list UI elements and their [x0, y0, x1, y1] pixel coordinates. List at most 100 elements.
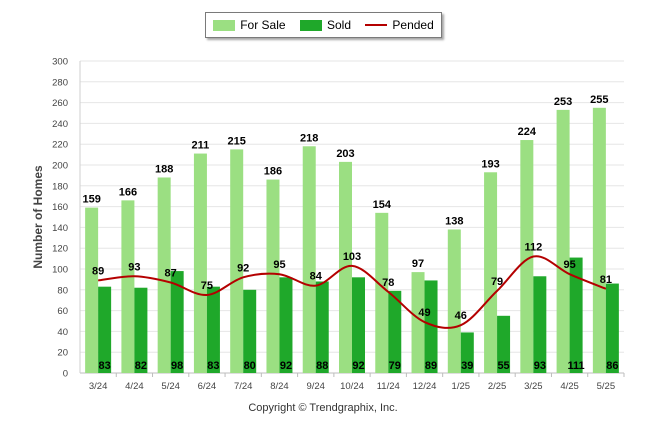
data-label-pended: 84: [310, 271, 323, 283]
y-tick-label: 20: [57, 348, 68, 359]
data-label-for-sale: 154: [373, 199, 392, 211]
bar-sold: [315, 281, 329, 373]
data-label-pended: 103: [343, 251, 361, 263]
bar-for-sale: [157, 177, 171, 373]
bar-for-sale: [375, 212, 389, 373]
bar-sold: [388, 290, 402, 373]
y-tick-label: 0: [63, 369, 68, 380]
x-tick-label: 9/24: [306, 381, 325, 392]
copyright-text: Copyright © Trendgraphix, Inc.: [248, 402, 398, 414]
bar-for-sale: [85, 207, 99, 373]
data-label-for-sale: 224: [518, 126, 537, 138]
data-label-sold: 93: [534, 360, 546, 372]
legend-item-sold: Sold: [299, 18, 351, 32]
bar-sold: [460, 332, 474, 373]
bar-for-sale: [447, 229, 461, 373]
data-label-pended: 87: [165, 268, 177, 280]
bar-for-sale: [302, 146, 316, 373]
y-tick-label: 280: [52, 77, 68, 88]
bar-for-sale: [411, 272, 425, 373]
bar-sold: [98, 286, 112, 373]
x-tick-label: 10/24: [340, 381, 364, 392]
data-label-pended: 79: [491, 276, 503, 288]
data-label-for-sale: 166: [119, 186, 137, 198]
data-label-pended: 78: [382, 277, 394, 289]
legend-item-pended: Pended: [365, 18, 434, 32]
legend-swatch-for-sale: [213, 19, 236, 31]
data-label-for-sale: 253: [554, 96, 572, 108]
y-tick-label: 300: [52, 57, 68, 68]
legend-label-for-sale: For Sale: [240, 18, 286, 32]
data-label-sold: 111: [568, 360, 585, 372]
y-tick-label: 220: [52, 140, 68, 151]
bar-for-sale: [266, 179, 280, 373]
data-label-pended: 46: [455, 310, 467, 322]
data-label-pended: 112: [524, 242, 542, 254]
y-tick-label: 140: [52, 223, 68, 234]
bar-sold: [243, 289, 257, 373]
x-tick-label: 2/25: [488, 381, 507, 392]
data-label-pended: 49: [418, 307, 430, 319]
legend-label-pended: Pended: [392, 18, 434, 32]
bar-sold: [279, 277, 293, 373]
bar-for-sale: [193, 153, 207, 373]
data-label-sold: 39: [461, 360, 473, 372]
data-label-sold: 89: [425, 360, 437, 372]
y-tick-label: 60: [57, 306, 68, 317]
data-label-for-sale: 97: [412, 258, 424, 270]
x-tick-label: 11/24: [377, 381, 400, 392]
data-label-pended: 81: [600, 274, 612, 286]
x-tick-label: 8/24: [270, 381, 289, 392]
data-label-sold: 83: [99, 360, 111, 372]
x-tick-label: 12/24: [413, 381, 437, 392]
x-tick-label: 3/24: [89, 381, 108, 392]
y-tick-label: 100: [52, 265, 68, 276]
y-axis-title: Number of Homes: [31, 165, 45, 269]
data-label-pended: 75: [201, 280, 213, 292]
x-tick-label: 7/24: [234, 381, 253, 392]
bar-sold: [533, 276, 547, 373]
bar-sold: [352, 277, 365, 373]
data-label-for-sale: 138: [445, 215, 463, 227]
data-label-for-sale: 159: [82, 194, 100, 206]
data-label-pended: 95: [563, 259, 575, 271]
data-label-sold: 98: [171, 360, 183, 372]
data-label-sold: 83: [207, 360, 219, 372]
data-label-for-sale: 255: [590, 94, 608, 106]
x-tick-label: 3/25: [524, 381, 543, 392]
y-tick-label: 180: [52, 181, 68, 192]
legend: For Sale Sold Pended: [205, 12, 442, 38]
data-label-sold: 86: [606, 360, 618, 372]
data-label-sold: 88: [316, 360, 328, 372]
series-line-pended: [98, 255, 607, 329]
data-label-for-sale: 188: [155, 163, 173, 175]
data-label-pended: 92: [237, 262, 249, 274]
bar-for-sale: [520, 140, 534, 373]
data-label-sold: 92: [352, 360, 364, 372]
data-label-sold: 79: [389, 360, 401, 372]
legend-label-sold: Sold: [326, 18, 351, 32]
data-label-sold: 55: [497, 360, 509, 372]
bar-for-sale: [121, 200, 135, 373]
bar-sold: [170, 271, 184, 373]
bar-sold: [497, 315, 511, 373]
data-label-pended: 93: [128, 261, 140, 273]
bar-sold: [424, 280, 438, 373]
x-tick-label: 6/24: [198, 381, 217, 392]
bar-for-sale: [484, 172, 498, 373]
y-tick-label: 120: [52, 244, 68, 255]
data-label-for-sale: 215: [228, 135, 246, 147]
y-tick-label: 240: [52, 119, 68, 130]
x-tick-label: 4/25: [560, 381, 579, 392]
x-tick-label: 1/25: [452, 381, 471, 392]
bar-sold: [605, 283, 619, 373]
x-tick-label: 5/25: [597, 381, 616, 392]
legend-swatch-pended: [365, 24, 388, 26]
y-tick-label: 80: [57, 285, 68, 296]
bar-for-sale: [592, 107, 606, 374]
bar-for-sale: [230, 149, 244, 373]
data-label-for-sale: 211: [192, 140, 210, 152]
data-label-sold: 92: [280, 360, 292, 372]
data-label-for-sale: 186: [264, 166, 282, 178]
